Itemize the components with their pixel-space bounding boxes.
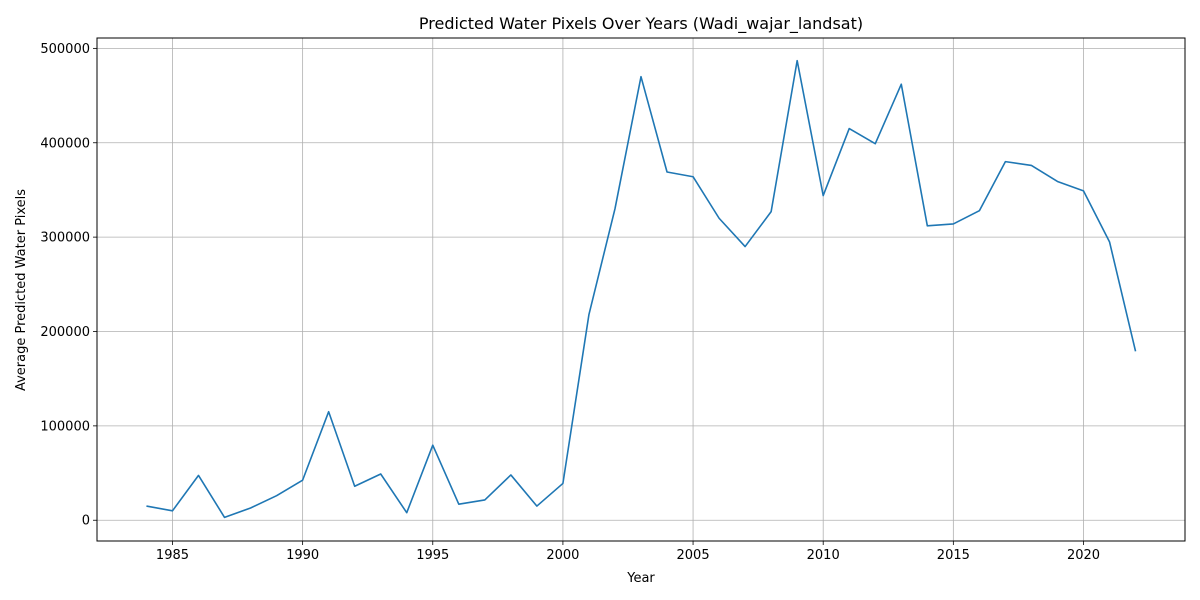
y-tick-label: 100000 (40, 419, 90, 434)
series-line (146, 59, 1137, 519)
data-point (951, 222, 955, 226)
x-axis-title: Year (626, 571, 655, 586)
data-point (613, 207, 617, 211)
data-point (535, 504, 539, 508)
data-point (847, 127, 851, 131)
data-point (249, 506, 253, 510)
data-point (405, 511, 409, 515)
data-point (717, 216, 721, 220)
data-point (379, 472, 383, 476)
data-point (353, 484, 357, 488)
data-point (275, 494, 279, 498)
data-point (431, 443, 435, 447)
x-tick-label: 2020 (1067, 548, 1100, 563)
data-point (873, 142, 877, 146)
data-point (301, 478, 305, 482)
data-point (977, 209, 981, 213)
x-tick-label: 1995 (416, 548, 449, 563)
data-point (769, 210, 773, 214)
plot-frame (96, 37, 1186, 542)
data-point (925, 224, 929, 228)
data-point (691, 175, 695, 179)
data-point (899, 82, 903, 86)
data-point (561, 481, 565, 485)
grid (97, 38, 1185, 541)
data-point (509, 473, 513, 477)
data-point (457, 502, 461, 506)
y-tick-label: 500000 (40, 42, 90, 57)
data-point (821, 194, 825, 198)
x-tick-label: 2005 (677, 548, 710, 563)
data-point (1003, 160, 1007, 164)
x-tick-label: 2000 (546, 548, 579, 563)
y-tick-label: 400000 (40, 136, 90, 151)
data-point (170, 509, 174, 513)
y-tick-label: 0 (82, 514, 90, 529)
data-point (197, 473, 201, 477)
data-point (665, 170, 669, 174)
data-point (1029, 163, 1033, 167)
series-layer (144, 59, 1138, 519)
data-point (223, 515, 227, 519)
x-tick-label: 2010 (807, 548, 840, 563)
data-point (1134, 349, 1138, 353)
data-point (743, 245, 747, 249)
y-tick-label: 200000 (40, 325, 90, 340)
axis-ticks: 1985 1990 1995 2000 2005 2010 2015 2020 0 100000 2… (40, 42, 1100, 563)
y-axis-title: Average Predicted Water Pixels (14, 189, 29, 391)
x-tick-label: 2015 (937, 548, 970, 563)
data-point (1055, 179, 1059, 183)
data-point (144, 504, 148, 508)
data-point (1081, 189, 1085, 193)
data-point (587, 313, 591, 317)
data-point (483, 498, 487, 502)
x-tick-label: 1990 (286, 548, 319, 563)
y-tick-label: 300000 (40, 231, 90, 246)
data-point (1108, 240, 1112, 244)
x-tick-label: 1985 (156, 548, 189, 563)
data-point (639, 75, 643, 79)
data-point (795, 59, 799, 63)
data-point (327, 410, 331, 414)
chart-title: Predicted Water Pixels Over Years (Wadi_… (419, 14, 863, 34)
